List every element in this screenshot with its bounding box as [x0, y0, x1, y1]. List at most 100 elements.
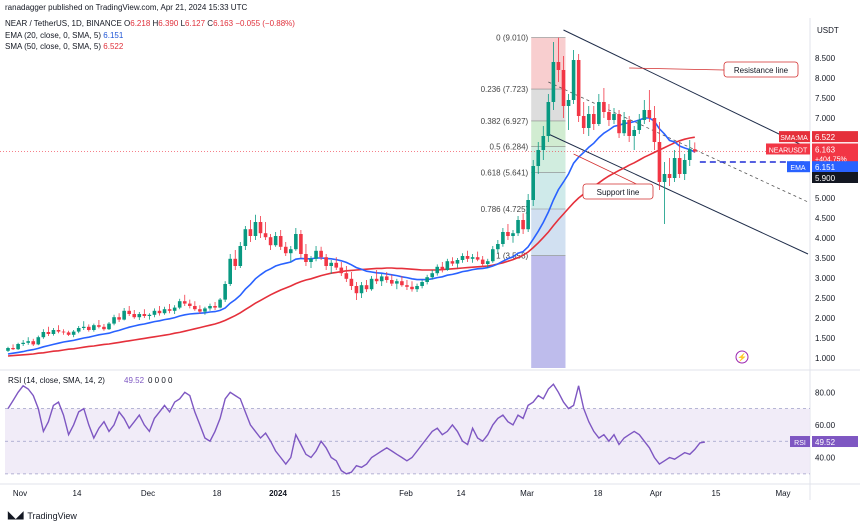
candle — [41, 329, 46, 339]
candle-body — [283, 246, 288, 254]
candle — [390, 274, 394, 286]
ohlc-close: 6.163 — [213, 19, 234, 28]
candle — [617, 110, 621, 138]
candle-body — [541, 136, 546, 150]
currency-label[interactable]: USDT — [817, 26, 839, 35]
candle — [329, 260, 333, 274]
candle-body — [294, 234, 298, 250]
candle-body — [167, 309, 172, 311]
candle-body — [430, 273, 434, 278]
candle — [581, 102, 586, 134]
candle-body — [491, 249, 495, 262]
time-tick-label: 15 — [332, 489, 341, 498]
price-tick-label: 2.000 — [815, 314, 836, 323]
rsi-tag-name: RSI — [794, 440, 806, 447]
candle-body — [536, 150, 541, 166]
candle-body — [369, 278, 374, 290]
candle — [450, 257, 455, 266]
symbol-header: NEAR / TetherUS, 1D, BINANCE O6.218 H6.3… — [5, 19, 295, 28]
candle-body — [208, 306, 212, 309]
candle — [405, 280, 409, 290]
candle — [566, 94, 571, 130]
candle-body — [364, 285, 369, 290]
candle-body — [243, 229, 248, 246]
candle — [526, 194, 530, 232]
candle-body — [521, 220, 525, 230]
candle-body — [263, 233, 268, 238]
candle-body — [329, 262, 333, 266]
candle — [16, 342, 20, 350]
candle-body — [622, 120, 626, 134]
price-tick-label: 5.000 — [815, 194, 836, 203]
candle — [11, 344, 15, 350]
candle-body — [384, 276, 389, 280]
candle — [162, 306, 167, 315]
candle — [480, 256, 485, 267]
support-channel-line — [548, 133, 809, 255]
candle-body — [177, 301, 182, 308]
candle — [667, 158, 672, 186]
candle — [132, 310, 137, 319]
footer-brand[interactable]: ◣◢ TradingView — [8, 510, 77, 521]
candle-body — [693, 149, 697, 152]
candle-body — [273, 236, 278, 246]
candle — [92, 323, 96, 332]
candle — [127, 306, 131, 316]
candle — [384, 272, 389, 283]
candle-body — [46, 332, 51, 334]
flash-icon-glyph: ⚡ — [737, 352, 747, 362]
fib-extension-zone — [531, 255, 566, 368]
rsi-legend-value: 49.52 — [124, 376, 145, 385]
candle — [682, 154, 687, 180]
ema-legend[interactable]: EMA (20, close, 0, SMA, 5) 6.151 — [5, 31, 123, 40]
candle-body — [61, 331, 66, 333]
candle-body — [405, 285, 409, 287]
sma50-line — [7, 136, 695, 357]
symbol-name[interactable]: NEAR / TetherUS, 1D, BINANCE — [5, 19, 122, 28]
sma-legend[interactable]: SMA (50, close, 0, SMA, 5) 6.522 — [5, 42, 123, 51]
candle-body — [571, 60, 576, 100]
candle — [425, 274, 429, 285]
candle-body — [496, 244, 500, 250]
candle-body — [324, 257, 328, 266]
candle — [677, 142, 682, 178]
candle — [511, 230, 515, 243]
candle-body — [16, 344, 20, 350]
candle — [213, 302, 217, 310]
candle-body — [475, 257, 480, 260]
time-tick-label: Feb — [399, 489, 413, 498]
candle-body — [107, 323, 111, 330]
candle-body — [41, 332, 46, 338]
price-tick-label: 4.000 — [815, 234, 836, 243]
candle — [364, 280, 369, 292]
symbol-tag-value: 6.163 — [815, 145, 836, 154]
candle-body — [319, 250, 323, 258]
candle-body — [97, 325, 101, 327]
candle-body — [581, 116, 586, 128]
rsi-legend-extra: 0 0 0 0 — [148, 376, 173, 385]
candle-body — [440, 266, 445, 270]
candle — [117, 313, 121, 322]
candle — [647, 90, 652, 122]
candle-body — [26, 341, 30, 343]
time-tick-label: 2024 — [269, 489, 287, 498]
candle-body — [516, 220, 520, 234]
time-tick-label: Mar — [520, 489, 534, 498]
rsi-legend-label: RSI (14, close, SMA, 14, 2) — [8, 376, 105, 385]
candle-body — [309, 258, 313, 262]
price-tick-label: 7.500 — [815, 94, 836, 103]
candle — [324, 254, 328, 270]
candle — [51, 328, 56, 336]
candle-body — [662, 174, 667, 182]
candle — [400, 276, 404, 287]
fib-zone — [531, 172, 566, 209]
candle — [81, 321, 86, 330]
rsi-tick-label: 60.00 — [815, 421, 836, 430]
candle-body — [334, 262, 339, 268]
rsi-tag-name-bg — [790, 436, 810, 448]
candle-body — [511, 233, 515, 236]
candle-body — [612, 114, 616, 120]
price-tick-label: 3.000 — [815, 274, 836, 283]
price-tick-label: 8.000 — [815, 74, 836, 83]
